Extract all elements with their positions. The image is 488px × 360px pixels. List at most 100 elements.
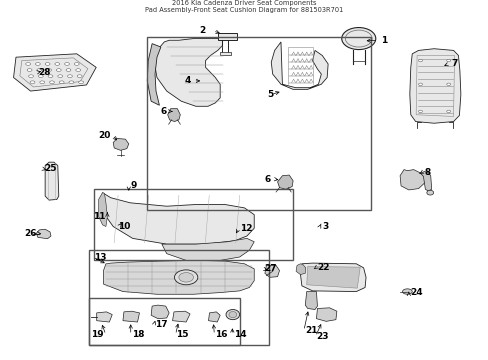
Polygon shape — [420, 171, 431, 191]
Ellipse shape — [418, 110, 422, 113]
Bar — [94, 189, 292, 260]
Ellipse shape — [74, 63, 79, 65]
Ellipse shape — [35, 63, 40, 65]
Polygon shape — [45, 162, 59, 200]
Text: 8: 8 — [424, 168, 430, 177]
Ellipse shape — [38, 75, 43, 77]
Ellipse shape — [27, 69, 32, 71]
Polygon shape — [277, 175, 292, 189]
Text: 17: 17 — [155, 320, 167, 329]
Polygon shape — [264, 265, 279, 277]
Text: 24: 24 — [409, 288, 422, 297]
Ellipse shape — [76, 69, 81, 71]
Ellipse shape — [64, 63, 69, 65]
Polygon shape — [154, 39, 222, 106]
Bar — [217, 33, 237, 40]
Text: 15: 15 — [176, 330, 188, 339]
Polygon shape — [99, 193, 107, 226]
Ellipse shape — [30, 81, 35, 84]
Text: 26: 26 — [24, 229, 36, 238]
Bar — [220, 52, 230, 55]
Polygon shape — [103, 260, 254, 294]
Text: 12: 12 — [239, 224, 252, 233]
Ellipse shape — [418, 59, 422, 62]
Bar — [89, 250, 268, 345]
Polygon shape — [97, 312, 112, 322]
Text: 2016 Kia Cadenza Driver Seat Components
Pad Assembly-Front Seat Cushion Diagram : 2016 Kia Cadenza Driver Seat Components … — [145, 0, 343, 13]
Text: 7: 7 — [450, 59, 457, 68]
Polygon shape — [295, 264, 305, 275]
Ellipse shape — [446, 83, 450, 85]
Text: 3: 3 — [322, 222, 328, 231]
Ellipse shape — [48, 75, 53, 77]
Polygon shape — [409, 49, 460, 123]
Ellipse shape — [26, 63, 30, 65]
Polygon shape — [271, 42, 327, 89]
Ellipse shape — [55, 63, 60, 65]
Polygon shape — [151, 305, 169, 319]
Text: 11: 11 — [93, 212, 106, 221]
Polygon shape — [305, 292, 317, 310]
Polygon shape — [167, 109, 180, 122]
Ellipse shape — [29, 75, 33, 77]
Text: 28: 28 — [38, 68, 50, 77]
Text: 4: 4 — [184, 76, 191, 85]
Polygon shape — [399, 170, 425, 190]
Ellipse shape — [66, 69, 71, 71]
Ellipse shape — [40, 81, 44, 84]
Polygon shape — [316, 308, 336, 321]
Ellipse shape — [446, 110, 450, 113]
Polygon shape — [162, 238, 254, 260]
Ellipse shape — [59, 81, 64, 84]
Polygon shape — [147, 44, 161, 105]
Text: 27: 27 — [264, 264, 276, 273]
Ellipse shape — [58, 75, 62, 77]
Text: 20: 20 — [98, 131, 111, 140]
Ellipse shape — [228, 311, 236, 318]
Text: 9: 9 — [130, 181, 136, 190]
Ellipse shape — [56, 69, 61, 71]
Ellipse shape — [69, 81, 74, 84]
Ellipse shape — [225, 310, 239, 320]
Polygon shape — [113, 139, 128, 150]
Ellipse shape — [79, 81, 83, 84]
Polygon shape — [122, 311, 139, 322]
Text: 21: 21 — [305, 326, 317, 335]
Bar — [147, 37, 370, 210]
Text: 14: 14 — [233, 330, 246, 339]
Text: 2: 2 — [199, 26, 205, 35]
Text: 23: 23 — [316, 332, 328, 341]
Ellipse shape — [402, 289, 411, 294]
Ellipse shape — [37, 69, 41, 71]
Ellipse shape — [446, 59, 450, 62]
Ellipse shape — [45, 63, 50, 65]
Ellipse shape — [426, 190, 433, 195]
Polygon shape — [101, 193, 254, 244]
Text: 25: 25 — [44, 165, 57, 174]
Bar — [89, 298, 239, 345]
Text: 16: 16 — [215, 330, 227, 339]
Ellipse shape — [49, 81, 54, 84]
Polygon shape — [300, 263, 366, 292]
Text: 19: 19 — [91, 330, 103, 339]
Text: 1: 1 — [380, 36, 386, 45]
Text: 10: 10 — [118, 222, 130, 231]
Text: 6: 6 — [160, 107, 166, 116]
Ellipse shape — [77, 75, 82, 77]
Text: 13: 13 — [94, 252, 106, 261]
Polygon shape — [208, 312, 220, 322]
Ellipse shape — [179, 273, 193, 282]
Polygon shape — [14, 54, 96, 91]
Polygon shape — [172, 311, 190, 322]
Polygon shape — [36, 229, 51, 239]
Text: 18: 18 — [131, 330, 144, 339]
Ellipse shape — [418, 83, 422, 85]
Ellipse shape — [341, 28, 375, 50]
Polygon shape — [306, 266, 360, 288]
Text: 6: 6 — [264, 175, 271, 184]
Text: 22: 22 — [317, 263, 329, 272]
Ellipse shape — [46, 69, 51, 71]
Ellipse shape — [67, 75, 72, 77]
Text: 5: 5 — [267, 90, 273, 99]
Ellipse shape — [174, 270, 198, 285]
